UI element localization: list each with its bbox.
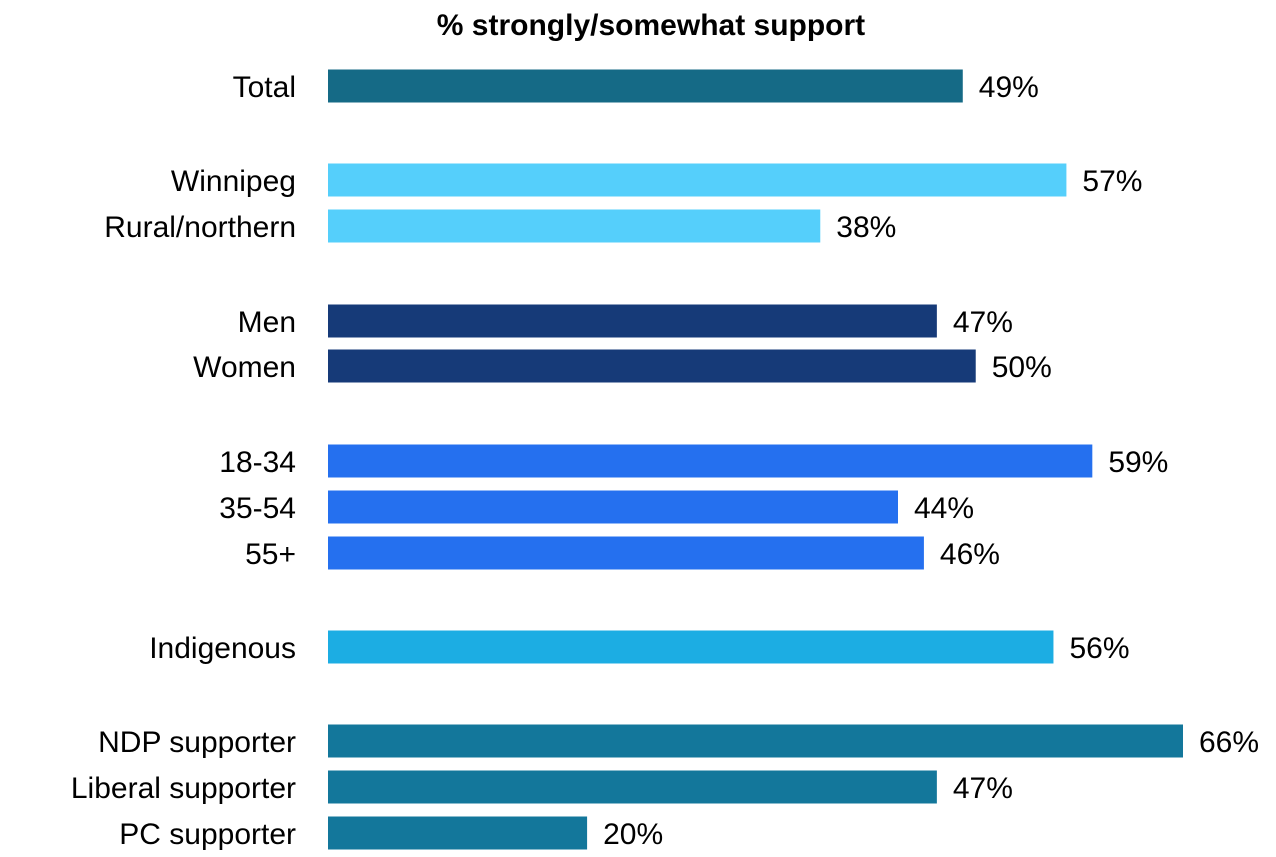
data-label-18-34: 59% [1108,446,1168,479]
data-label-indigenous: 56% [1069,632,1129,665]
category-label-18-34: 18-34 [219,446,296,479]
category-label-women: Women [193,351,296,384]
data-label-rural-northern: 38% [836,211,896,244]
category-label-ndp-supporter: NDP supporter [98,726,296,759]
bar-total [328,69,963,103]
category-label-pc-supporter: PC supporter [119,818,296,851]
bars-layer [328,69,1183,850]
data-label-pc-supporter: 20% [603,818,663,851]
data-label-women: 50% [992,351,1052,384]
bar-men [328,304,937,338]
category-labels: Total Winnipeg Rural/northern Men Women 18-34… [71,71,296,851]
data-label-35-54: 44% [914,492,974,525]
bar-indigenous [328,630,1054,664]
data-label-winnipeg: 57% [1082,165,1142,198]
category-label-winnipeg: Winnipeg [171,165,296,198]
category-label-liberal-supporter: Liberal supporter [71,772,296,805]
data-label-men: 47% [953,306,1013,339]
bar-ndp-supporter [328,724,1183,758]
bar-35-54 [328,490,898,524]
bar-55 [328,536,924,570]
data-label-liberal-supporter: 47% [953,772,1013,805]
bar-18-34 [328,444,1093,478]
category-label-indigenous: Indigenous [149,632,296,665]
bar-winnipeg [328,163,1067,197]
category-label-men: Men [238,306,296,339]
category-label-rural-northern: Rural/northern [104,211,296,244]
category-label-55: 55+ [245,538,296,571]
bar-liberal-supporter [328,770,937,804]
bar-women [328,349,976,383]
data-label-ndp-supporter: 66% [1199,726,1259,759]
category-label-total: Total [233,71,296,104]
bar-rural-northern [328,209,821,243]
category-label-35-54: 35-54 [219,492,296,525]
data-labels: 49% 57% 38% 47% 50% 59% 44% 46% 56% 66% 47% 20% [603,71,1259,851]
data-label-55: 46% [940,538,1000,571]
bar-pc-supporter [328,816,588,850]
chart-title: % strongly/somewhat support [437,9,865,42]
data-label-total: 49% [979,71,1039,104]
